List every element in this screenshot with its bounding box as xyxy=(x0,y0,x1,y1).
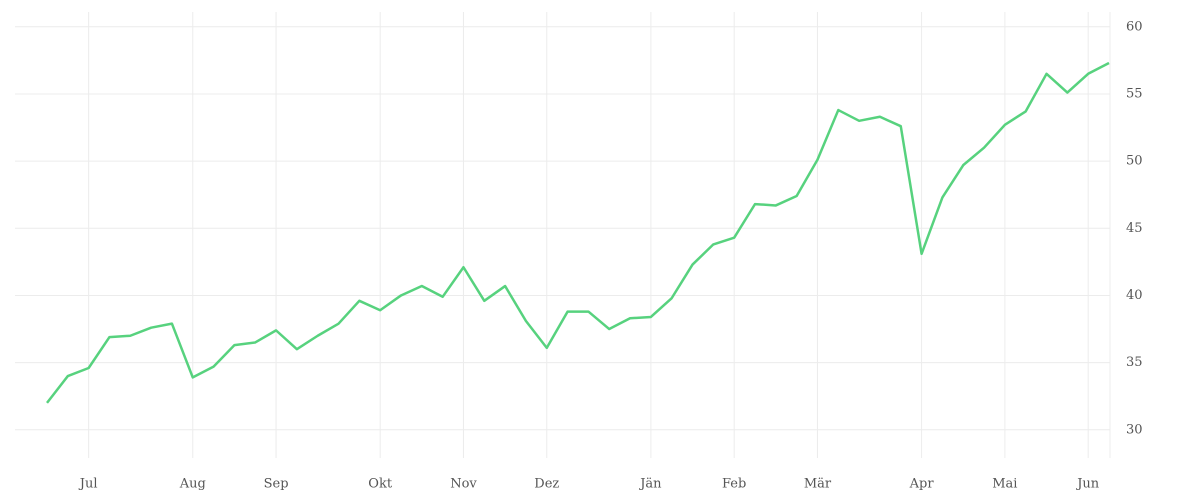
x-tick-label: Mär xyxy=(804,477,832,492)
x-tick-label: Jul xyxy=(78,477,98,492)
y-tick-label: 60 xyxy=(1126,19,1143,34)
y-tick-label: 50 xyxy=(1126,154,1143,169)
y-tick-label: 35 xyxy=(1126,355,1143,370)
x-tick-label: Feb xyxy=(722,477,746,492)
x-tick-label: Nov xyxy=(450,477,477,492)
y-tick-label: 55 xyxy=(1126,86,1143,101)
y-tick-label: 45 xyxy=(1126,221,1143,236)
line xyxy=(46,61,1110,404)
x-tick-label: Dez xyxy=(534,477,559,492)
x-tick-label: Okt xyxy=(368,477,393,492)
y-tick-label: 40 xyxy=(1126,288,1143,303)
x-tick-label: Jän xyxy=(638,477,662,492)
x-tick-label: Mai xyxy=(992,477,1017,492)
y-tick-label: 30 xyxy=(1126,422,1143,437)
x-tick-label: Sep xyxy=(264,477,289,492)
x-tick-label: Apr xyxy=(909,477,935,492)
x-tick-label: Jun xyxy=(1075,477,1100,492)
x-tick-label: Aug xyxy=(179,477,206,492)
